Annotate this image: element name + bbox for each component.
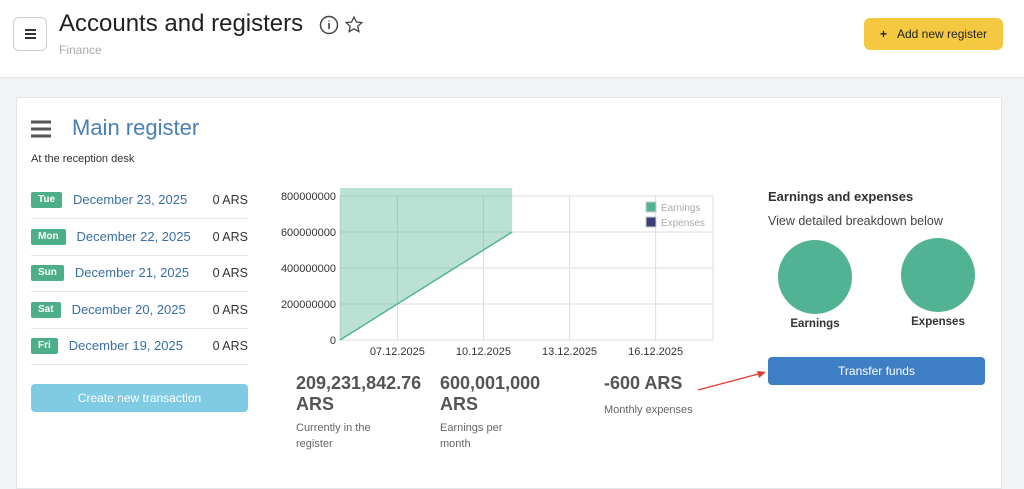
stat-label: Earnings per month <box>440 422 503 450</box>
day-date[interactable]: December 23, 2025 <box>73 192 188 207</box>
register-menu-icon[interactable] <box>31 120 53 138</box>
register-subtitle: At the reception desk <box>31 153 135 165</box>
x-tick-label: 16.12.2025 <box>628 346 683 358</box>
plus-icon: + <box>879 27 887 41</box>
earnings-circle <box>778 240 852 314</box>
transfer-button[interactable]: Transfer funds <box>768 357 985 385</box>
day-date[interactable]: December 22, 2025 <box>76 228 191 244</box>
day-amount: 0 ARS <box>212 339 248 353</box>
day-amount: 0 ARS <box>212 229 248 244</box>
header <box>0 0 1024 78</box>
separator <box>31 254 248 256</box>
chart: 0 200000000 400000000 600000000 800000000 07.… <box>281 188 714 358</box>
y-tick-label: 600000000 <box>281 227 336 239</box>
y-tick-label: 0 <box>330 335 336 347</box>
page-subtitle: Finance <box>59 43 102 57</box>
page-title: Accounts and registers <box>59 10 304 37</box>
menu-button[interactable] <box>13 17 47 51</box>
area <box>340 188 513 340</box>
day-badge: Fri <box>31 338 58 354</box>
legend-swatch <box>645 216 657 228</box>
day-date[interactable]: December 21, 2025 <box>74 265 190 280</box>
separator <box>31 364 248 365</box>
separator <box>31 291 248 292</box>
separator <box>31 327 248 329</box>
line <box>339 231 513 341</box>
day-badge: Mon <box>31 228 66 245</box>
y-tick-label: 400000000 <box>281 263 336 275</box>
legend-swatch <box>645 201 657 213</box>
y-tick-label: 800000000 <box>281 191 336 203</box>
day-badge: Tue <box>31 192 63 208</box>
circle-label: Expenses <box>911 316 965 328</box>
circle-label: Earnings <box>790 318 839 330</box>
expenses-circle <box>901 238 975 312</box>
stat-label: Monthly expenses <box>604 404 693 416</box>
summary-circles: Earnings Expenses <box>778 238 975 330</box>
summary-title: Earnings and expenses <box>768 189 914 204</box>
title-icons <box>319 15 364 35</box>
legend-label: Expenses <box>661 218 705 229</box>
day-amount: 0 ARS <box>212 193 248 207</box>
day-amount: 0 ARS <box>212 302 248 317</box>
day-badge: Sat <box>31 301 61 318</box>
separator <box>31 218 248 219</box>
create-transaction-button[interactable]: Create new transaction <box>31 384 248 412</box>
menu-icon <box>25 29 36 39</box>
day-date[interactable]: December 20, 2025 <box>71 301 186 317</box>
day-badge: Sun <box>31 265 64 281</box>
annotation-arrow <box>697 371 766 391</box>
stat-value: 600,001,000 ARS <box>440 373 541 414</box>
summary-subtitle: View detailed breakdown below <box>768 214 943 228</box>
register-title: Main register <box>72 115 200 140</box>
stat-label: Currently in the register <box>296 422 371 450</box>
y-tick-label: 200000000 <box>281 299 336 311</box>
x-tick-label: 10.12.2025 <box>456 346 511 358</box>
stat-value: 209,231,842.76 ARS <box>296 373 422 414</box>
legend-label: Earnings <box>661 203 700 214</box>
day-amount: 0 ARS <box>212 266 248 280</box>
day-date[interactable]: December 19, 2025 <box>68 338 183 353</box>
add-register-button[interactable]: + Add new register <box>864 18 1003 50</box>
x-tick-label: 13.12.2025 <box>542 346 597 358</box>
add-register-label: Add new register <box>896 27 988 41</box>
stat-value: -600 ARS <box>604 373 683 393</box>
x-tick-label: 07.12.2025 <box>370 346 425 358</box>
